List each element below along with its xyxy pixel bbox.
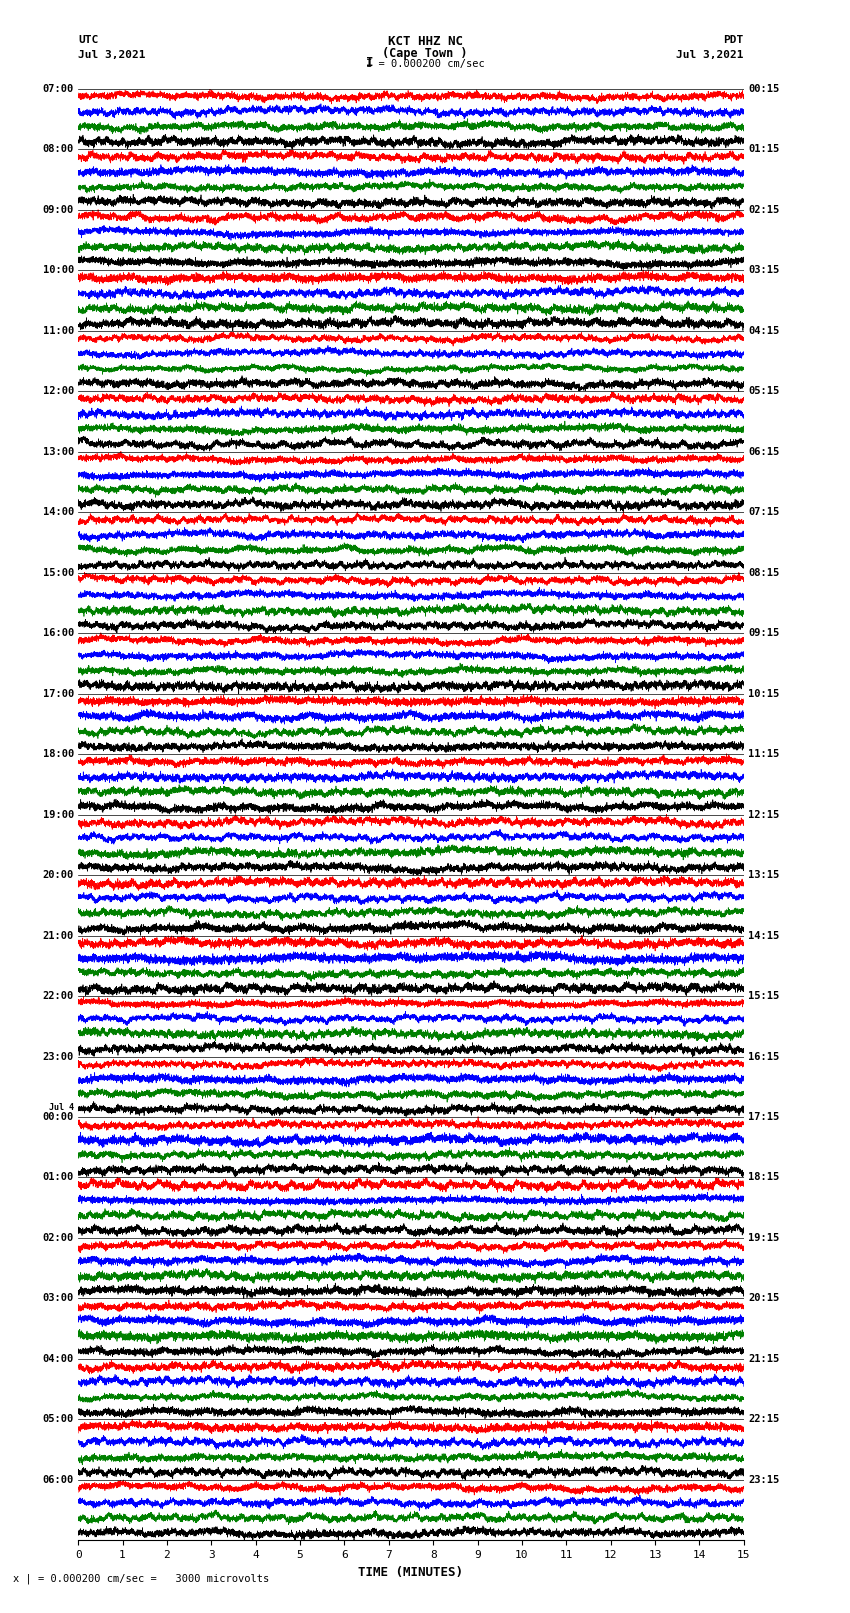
Text: 11:00: 11:00 bbox=[42, 326, 74, 336]
Text: 12:15: 12:15 bbox=[748, 810, 779, 819]
Text: 23:00: 23:00 bbox=[42, 1052, 74, 1061]
Text: UTC: UTC bbox=[78, 35, 99, 45]
Text: 15:15: 15:15 bbox=[748, 990, 779, 1002]
Text: 02:15: 02:15 bbox=[748, 205, 779, 215]
Text: x | = 0.000200 cm/sec =   3000 microvolts: x | = 0.000200 cm/sec = 3000 microvolts bbox=[13, 1573, 269, 1584]
Text: 00:15: 00:15 bbox=[748, 84, 779, 94]
Text: 16:00: 16:00 bbox=[42, 627, 74, 639]
Text: 07:15: 07:15 bbox=[748, 506, 779, 518]
Text: 00:00: 00:00 bbox=[42, 1111, 74, 1123]
Text: 06:15: 06:15 bbox=[748, 447, 779, 456]
Text: 11:15: 11:15 bbox=[748, 748, 779, 760]
Text: 19:15: 19:15 bbox=[748, 1232, 779, 1244]
Text: 05:15: 05:15 bbox=[748, 386, 779, 397]
Text: 09:15: 09:15 bbox=[748, 627, 779, 639]
Text: 10:15: 10:15 bbox=[748, 689, 779, 698]
Text: 18:00: 18:00 bbox=[42, 748, 74, 760]
Text: 19:00: 19:00 bbox=[42, 810, 74, 819]
Text: (Cape Town ): (Cape Town ) bbox=[382, 47, 468, 60]
Text: 10:00: 10:00 bbox=[42, 265, 74, 276]
Text: 15:00: 15:00 bbox=[42, 568, 74, 577]
Text: 04:15: 04:15 bbox=[748, 326, 779, 336]
Text: Jul 3,2021: Jul 3,2021 bbox=[78, 50, 145, 60]
Text: I: I bbox=[366, 56, 373, 69]
Text: 06:00: 06:00 bbox=[42, 1474, 74, 1486]
Text: I = 0.000200 cm/sec: I = 0.000200 cm/sec bbox=[366, 60, 484, 69]
X-axis label: TIME (MINUTES): TIME (MINUTES) bbox=[359, 1566, 463, 1579]
Text: 21:15: 21:15 bbox=[748, 1353, 779, 1365]
Text: 07:00: 07:00 bbox=[42, 84, 74, 94]
Text: 01:00: 01:00 bbox=[42, 1173, 74, 1182]
Text: PDT: PDT bbox=[723, 35, 744, 45]
Text: Jul 4: Jul 4 bbox=[49, 1103, 74, 1113]
Text: 08:00: 08:00 bbox=[42, 144, 74, 155]
Text: 17:15: 17:15 bbox=[748, 1111, 779, 1123]
Text: 04:00: 04:00 bbox=[42, 1353, 74, 1365]
Text: 17:00: 17:00 bbox=[42, 689, 74, 698]
Text: 03:15: 03:15 bbox=[748, 265, 779, 276]
Text: 16:15: 16:15 bbox=[748, 1052, 779, 1061]
Text: 05:00: 05:00 bbox=[42, 1415, 74, 1424]
Text: 21:00: 21:00 bbox=[42, 931, 74, 940]
Text: 23:15: 23:15 bbox=[748, 1474, 779, 1486]
Text: 14:00: 14:00 bbox=[42, 506, 74, 518]
Text: 20:15: 20:15 bbox=[748, 1294, 779, 1303]
Text: 09:00: 09:00 bbox=[42, 205, 74, 215]
Text: 13:00: 13:00 bbox=[42, 447, 74, 456]
Text: 20:00: 20:00 bbox=[42, 869, 74, 881]
Text: 12:00: 12:00 bbox=[42, 386, 74, 397]
Text: 08:15: 08:15 bbox=[748, 568, 779, 577]
Text: 13:15: 13:15 bbox=[748, 869, 779, 881]
Text: 18:15: 18:15 bbox=[748, 1173, 779, 1182]
Text: 02:00: 02:00 bbox=[42, 1232, 74, 1244]
Text: 14:15: 14:15 bbox=[748, 931, 779, 940]
Text: 22:15: 22:15 bbox=[748, 1415, 779, 1424]
Text: Jul 3,2021: Jul 3,2021 bbox=[677, 50, 744, 60]
Text: 22:00: 22:00 bbox=[42, 990, 74, 1002]
Text: 01:15: 01:15 bbox=[748, 144, 779, 155]
Text: KCT HHZ NC: KCT HHZ NC bbox=[388, 35, 462, 48]
Text: 03:00: 03:00 bbox=[42, 1294, 74, 1303]
